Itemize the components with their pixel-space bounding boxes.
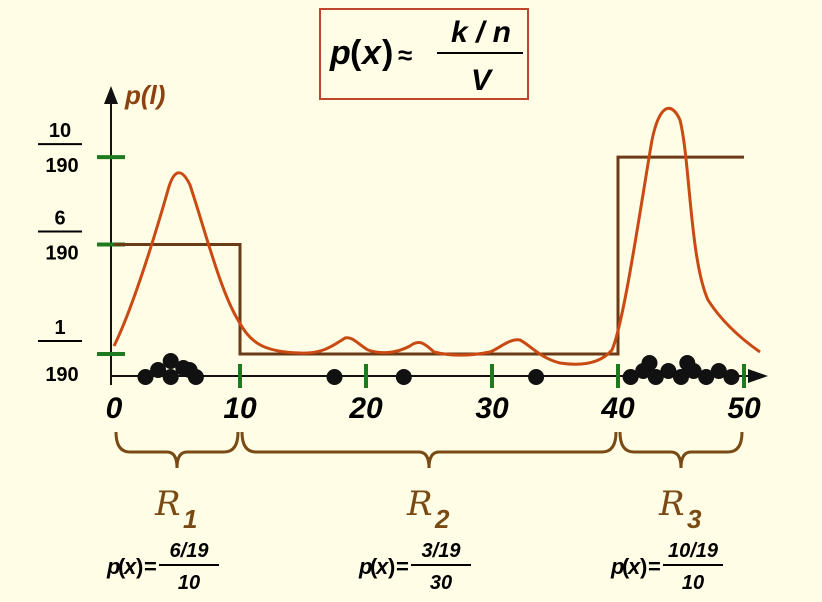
region-density-formula: ( bbox=[622, 554, 630, 579]
formula-p: p bbox=[329, 34, 351, 72]
region-label: R bbox=[154, 484, 181, 524]
region-density-formula: x bbox=[375, 554, 389, 579]
x-tick-label: 0 bbox=[106, 392, 123, 425]
sample-point bbox=[395, 369, 412, 385]
x-ticks: 0 10 20 30 40 50 bbox=[106, 364, 761, 425]
formula-rparen: ) bbox=[382, 34, 393, 72]
y-tick-denominator: 190 bbox=[45, 364, 78, 386]
sample-point bbox=[660, 363, 677, 379]
sample-point bbox=[528, 369, 545, 385]
region-density-formula: ) bbox=[136, 554, 143, 579]
region-density-formula: ( bbox=[118, 554, 126, 579]
region-density-denominator: 30 bbox=[430, 572, 452, 594]
sample-point bbox=[647, 369, 664, 385]
sample-points bbox=[137, 353, 740, 385]
region-density-formula: = bbox=[396, 554, 409, 579]
sample-point bbox=[673, 369, 689, 385]
region-density-denominator: 10 bbox=[682, 572, 704, 594]
region-density-formula: x bbox=[123, 554, 137, 579]
region-label-subscript: 1 bbox=[183, 504, 197, 534]
y-axis-arrow bbox=[104, 86, 118, 104]
y-tick-denominator: 190 bbox=[45, 243, 78, 265]
formula-x: x bbox=[360, 34, 383, 72]
histogram-estimate bbox=[114, 155, 744, 356]
sample-point bbox=[162, 353, 179, 369]
density-curve bbox=[112, 106, 761, 366]
sample-point bbox=[710, 363, 727, 379]
y-ticks: 10 190 6 190 1 190 bbox=[38, 120, 125, 386]
region-density-formula: p bbox=[610, 554, 624, 579]
y-axis-label: p(l) bbox=[124, 80, 165, 110]
sample-point bbox=[723, 369, 740, 385]
y-tick-denominator: 190 bbox=[45, 155, 78, 177]
region-density-formula: ) bbox=[388, 554, 395, 579]
sample-point bbox=[326, 369, 343, 385]
sample-point bbox=[150, 362, 167, 378]
sample-point bbox=[622, 369, 639, 385]
y-tick-numerator: 1 bbox=[54, 317, 65, 339]
x-tick-label: 50 bbox=[727, 392, 761, 425]
region-label: R bbox=[658, 484, 685, 524]
x-tick-label: 30 bbox=[475, 392, 509, 425]
formula-approx: ≈ bbox=[398, 40, 412, 70]
region-label: R bbox=[406, 484, 433, 524]
formula-lparen: ( bbox=[350, 34, 362, 72]
region-density-numerator: 10/19 bbox=[668, 540, 719, 562]
sample-point bbox=[641, 355, 658, 371]
region-density-formula: x bbox=[627, 554, 641, 579]
region-density-formula: = bbox=[648, 554, 661, 579]
y-tick-numerator: 6 bbox=[54, 208, 65, 230]
region-density-formula: ) bbox=[640, 554, 647, 579]
x-tick-label: 20 bbox=[348, 392, 383, 425]
formula-numerator: k / n bbox=[451, 16, 511, 49]
region-label-subscript: 3 bbox=[687, 504, 702, 534]
x-axis-arrow bbox=[748, 369, 768, 383]
formula-denominator: V bbox=[471, 64, 494, 97]
formula-border bbox=[319, 8, 529, 100]
sample-point bbox=[698, 369, 715, 385]
region-density-formula: = bbox=[144, 554, 157, 579]
x-tick-label: 40 bbox=[600, 392, 635, 425]
y-tick-numerator: 10 bbox=[49, 120, 71, 142]
sample-point bbox=[162, 369, 179, 385]
region-density-numerator: 3/19 bbox=[422, 540, 462, 562]
sample-point bbox=[679, 355, 696, 371]
region-density-formula: p bbox=[106, 554, 120, 579]
region-density-formula: p bbox=[358, 554, 372, 579]
region-brace bbox=[618, 431, 744, 469]
region-brace bbox=[114, 431, 240, 469]
region-density-formula: ( bbox=[370, 554, 378, 579]
region-density-denominator: 10 bbox=[178, 572, 200, 594]
region-label-subscript: 2 bbox=[434, 504, 450, 534]
region-brace bbox=[240, 431, 618, 469]
sample-point bbox=[181, 362, 198, 378]
formula-box: p ( x ) ≈ k / n V bbox=[319, 8, 529, 100]
sample-point bbox=[137, 369, 154, 385]
x-tick-label: 10 bbox=[223, 392, 257, 425]
region-density-numerator: 6/19 bbox=[170, 540, 210, 562]
